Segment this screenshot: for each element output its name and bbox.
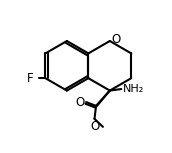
Text: O: O xyxy=(90,120,99,133)
Text: O: O xyxy=(112,33,121,46)
Text: NH₂: NH₂ xyxy=(123,84,144,94)
Text: F: F xyxy=(27,72,34,85)
Text: O: O xyxy=(75,96,85,108)
